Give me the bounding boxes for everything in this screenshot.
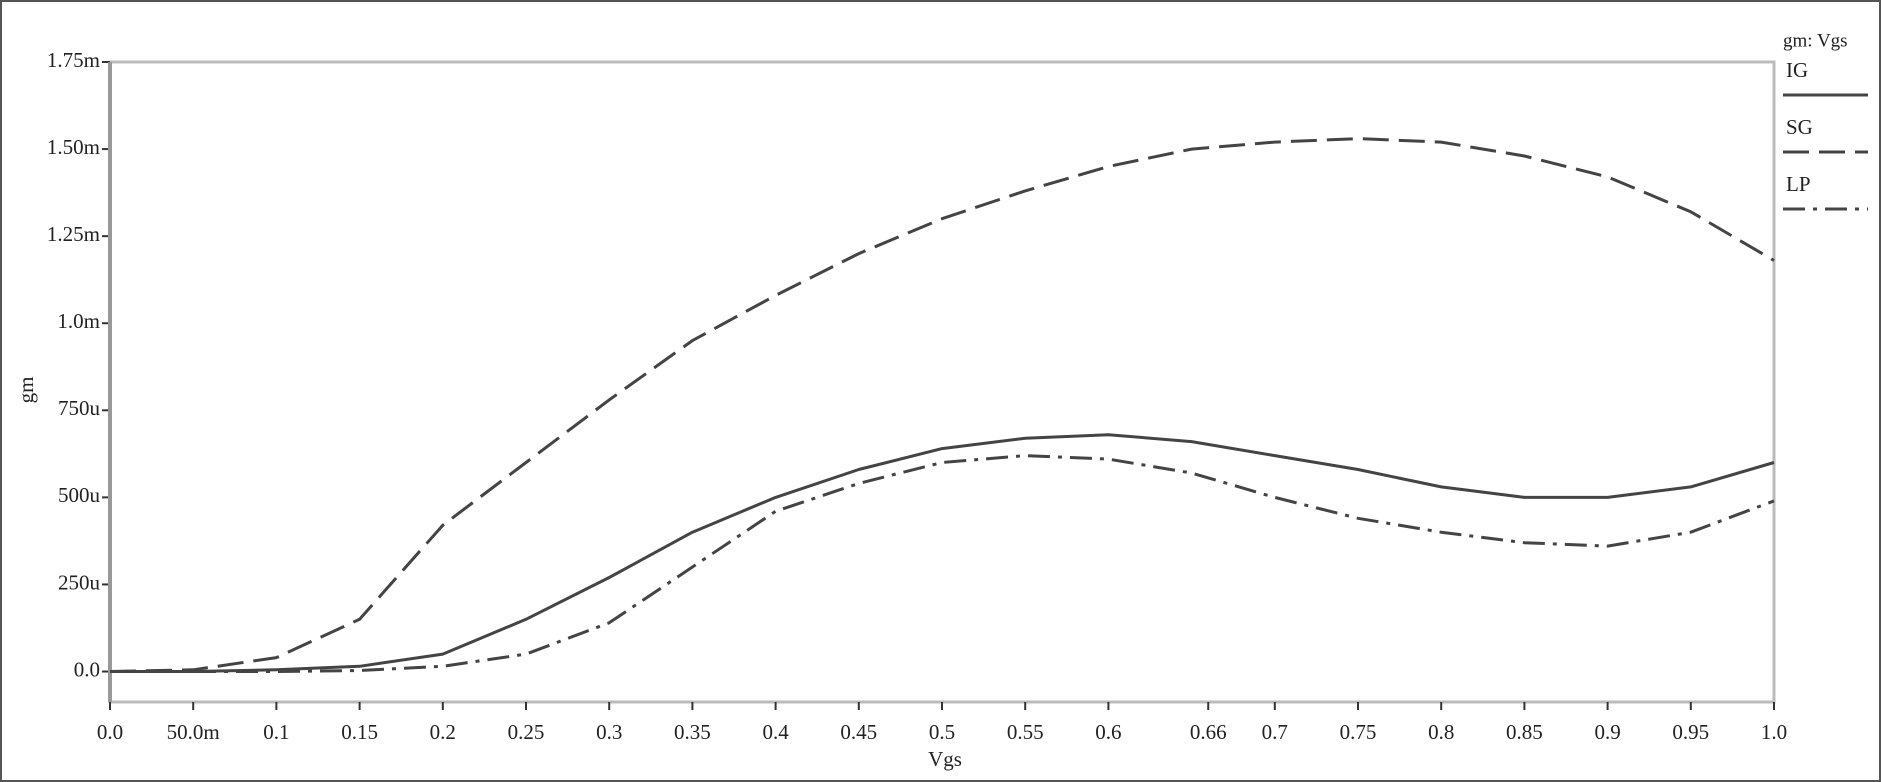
legend-title: gm: Vgs: [1783, 30, 1848, 51]
y-tick-label: 1.50m: [47, 135, 100, 159]
y-tick-label: 1.25m: [47, 222, 100, 246]
x-tick-label: 0.6: [1095, 720, 1121, 744]
x-axis-label: Vgs: [928, 747, 962, 771]
x-tick-label: 0.1: [263, 720, 289, 744]
y-axis-label: gm: [14, 377, 38, 404]
x-tick-label: 50.0m: [167, 720, 220, 744]
series-line: [110, 454, 1775, 673]
x-tick-label: 0.55: [1007, 720, 1044, 744]
legend-label: IG: [1786, 58, 1808, 82]
legend-label: LP: [1786, 172, 1811, 196]
x-tick-label: 0.8: [1428, 720, 1454, 744]
y-tick-label: 500u: [58, 483, 101, 507]
x-tick-label: 0.25: [508, 720, 545, 744]
x-tick-label: 0.75: [1340, 720, 1377, 744]
x-tick-label: 0.2: [430, 720, 456, 744]
x-tick-label: 0.85: [1506, 720, 1543, 744]
x-tick-label: 0.66: [1190, 720, 1227, 744]
y-tick-label: 750u: [58, 396, 101, 420]
y-tick-label: 1.75m: [47, 48, 100, 72]
x-tick-label: 0.7: [1262, 720, 1288, 744]
x-tick-label: 0.35: [674, 720, 711, 744]
y-tick-label: 1.0m: [57, 309, 100, 333]
plot-area: [108, 60, 1776, 704]
series-line: [109, 137, 1775, 673]
x-tick-label: 0.9: [1594, 720, 1620, 744]
x-tick-label: 0.0: [97, 720, 123, 744]
x-tick-label: 1.0: [1761, 720, 1787, 744]
x-tick-label: 0.45: [840, 720, 877, 744]
x-tick-label: 0.5: [929, 720, 955, 744]
y-tick-label: 250u: [58, 570, 101, 594]
x-tick-label: 0.3: [596, 720, 622, 744]
y-tick-label: 0.0: [74, 657, 100, 681]
series-line: [110, 433, 1775, 673]
x-tick-label: 0.95: [1672, 720, 1709, 744]
x-tick-label: 0.15: [341, 720, 378, 744]
legend-label: SG: [1786, 115, 1813, 139]
x-tick-label: 0.4: [762, 720, 789, 744]
